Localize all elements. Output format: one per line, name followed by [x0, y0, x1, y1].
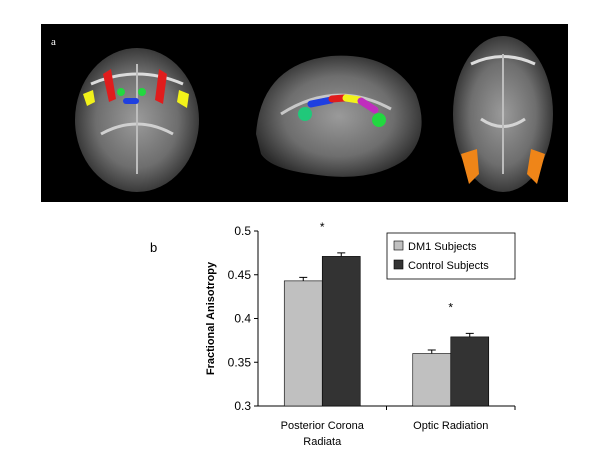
callosal-blue: [307, 96, 335, 108]
lateral-region-right: [177, 90, 189, 108]
superior-region-right: [155, 69, 167, 104]
axial-brain-view: [453, 36, 553, 192]
y-tick-label: 0.3: [234, 399, 251, 413]
y-tick-label: 0.45: [228, 268, 252, 282]
medial-region-left: [117, 88, 125, 96]
legend-swatch: [393, 240, 404, 251]
legend-label: DM1 Subjects: [408, 241, 477, 253]
sagittal-brain-view: [256, 55, 422, 177]
bar-dm1-1: [412, 353, 452, 407]
legend-label: Control Subjects: [408, 260, 489, 272]
significance-marker: *: [320, 220, 325, 234]
medial-region-right: [138, 88, 146, 96]
superior-region-left: [103, 69, 116, 102]
x-category-label: Radiata: [303, 436, 342, 448]
splenium-region: [372, 113, 386, 127]
lateral-region-left: [83, 90, 95, 106]
x-category-label: Optic Radiation: [413, 420, 488, 432]
panel-b-label: b: [150, 240, 158, 255]
coronal-brain-view: [75, 48, 199, 192]
callosal-yellow: [342, 94, 363, 104]
significance-marker: *: [448, 300, 453, 314]
panel-a-label: a: [51, 36, 56, 48]
mri-images: [75, 36, 553, 192]
genu-region: [298, 107, 312, 121]
x-category-label: Posterior Corona: [281, 420, 365, 432]
bar-control-1: [450, 336, 490, 407]
corpus-callosum-coronal: [123, 98, 139, 104]
legend-box: [386, 232, 516, 280]
legend-swatch: [393, 259, 404, 270]
mri-image-panel: a: [41, 24, 568, 202]
y-tick-label: 0.4: [234, 312, 251, 326]
optic-radiation-left: [461, 149, 479, 184]
bar-control-0: [321, 256, 361, 407]
callosal-body: [357, 97, 379, 114]
bar-dm1-0: [283, 280, 323, 407]
y-tick-label: 0.5: [234, 224, 251, 238]
optic-radiation-right: [527, 149, 545, 184]
callosal-red: [328, 94, 348, 103]
y-tick-label: 0.35: [228, 355, 252, 369]
y-axis-title: Fractional Anisotropy: [205, 261, 217, 375]
